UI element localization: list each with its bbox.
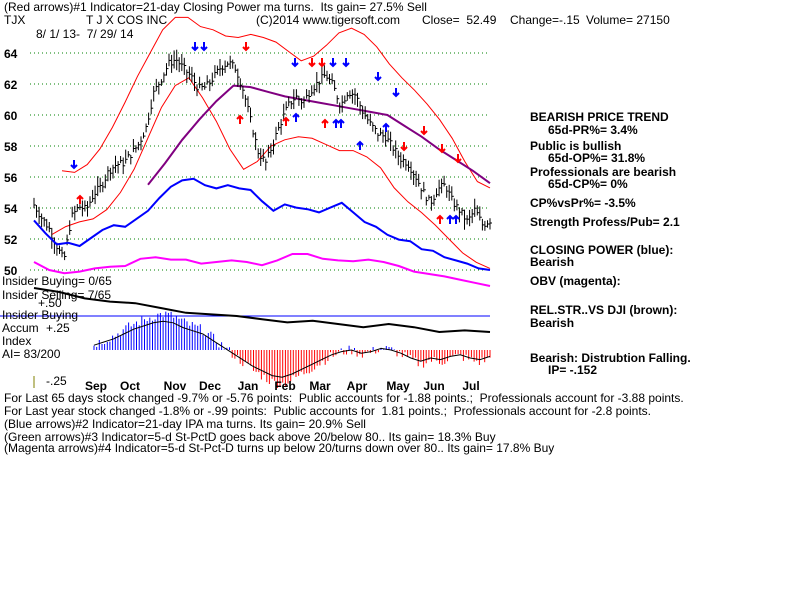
signal-arrow — [329, 58, 337, 68]
signal-arrow — [452, 214, 460, 224]
signal-arrow — [236, 114, 244, 124]
ip-value: IP= -.152 — [548, 363, 598, 377]
signal-arrow — [76, 194, 84, 204]
accum-plus25-label: +.25 — [46, 321, 70, 335]
signal-arrow — [332, 118, 340, 128]
y-tick-label: 56 — [4, 171, 18, 185]
signal-arrow — [436, 214, 444, 224]
signal-arrow — [292, 112, 300, 122]
relstr-state: Bearish — [530, 316, 575, 330]
price-gridlines — [30, 52, 490, 271]
signal-arrow — [282, 116, 290, 126]
signal-arrow — [337, 118, 345, 128]
relstr-label: REL.STR..VS DJI (brown): — [530, 303, 678, 317]
company-name: T J X COS INC — [86, 13, 168, 27]
closing-power-label: CLOSING POWER (blue): — [530, 243, 674, 257]
index-label: Index — [2, 334, 32, 348]
obv-line — [33, 253, 491, 287]
signal-arrow — [191, 42, 199, 52]
signal-arrow — [438, 144, 446, 154]
accum-label: Accum — [2, 321, 39, 335]
x-tick-label: Oct — [120, 379, 140, 393]
cp-vs-pr-value: CP%vsPr%= -3.5% — [530, 196, 636, 210]
y-axis-tick-labels: 64 62 60 58 56 54 52 50 — [4, 47, 18, 278]
signal-arrow — [454, 154, 462, 164]
signal-arrow — [200, 42, 208, 52]
signal-arrow — [342, 58, 350, 68]
ai-value: AI= 83/200 — [2, 347, 61, 361]
accumulation-index-line — [93, 320, 491, 378]
signal-arrow — [242, 42, 250, 52]
y-tick-label: 60 — [4, 109, 18, 123]
y-tick-label: 52 — [4, 233, 18, 247]
obv-label: OBV (magenta): — [530, 274, 621, 288]
distribution-label: Bearish: Distrubtion Falling. — [530, 351, 691, 365]
signal-arrow — [70, 160, 78, 170]
y-tick-label: 62 — [4, 78, 18, 92]
change-value: Change=-.15 — [510, 13, 580, 27]
signal-arrow — [291, 58, 299, 68]
accum-plus50-label: +.50 — [38, 296, 62, 310]
y-tick-label: 64 — [4, 47, 18, 61]
insider-selling-label: Insider Selling= 7/65 — [2, 288, 112, 302]
x-tick-label: Sep — [85, 379, 107, 393]
insider-buying-label-2: Insider Buying — [2, 308, 79, 322]
signal-arrow — [356, 140, 364, 150]
x-tick-label: Feb — [274, 379, 295, 393]
cp-value: 65d-CP%= 0% — [548, 177, 628, 191]
x-tick-label: May — [386, 379, 410, 393]
x-tick-label: Apr — [347, 379, 368, 393]
accum-minus25-label: -.25 — [46, 374, 67, 388]
y-tick-label: 58 — [4, 140, 18, 154]
price-trend-label: BEARISH PRICE TREND — [530, 110, 669, 124]
footer-green-arrows-text: (Green arrows)#3 Indicator=5-d St-PctD g… — [4, 430, 496, 444]
x-tick-label: Jul — [462, 379, 479, 393]
insider-buying-label: Insider Buying= 0/65 — [2, 274, 112, 288]
signal-arrow — [308, 58, 316, 68]
signal-arrows — [70, 42, 462, 224]
x-tick-label: Mar — [309, 379, 331, 393]
signal-arrow — [374, 72, 382, 82]
x-tick-label: Jun — [423, 379, 444, 393]
strength-value: Strength Profess/Pub= 2.1 — [530, 215, 680, 229]
copyright-text: (C)2014 www.tigersoft.com — [256, 13, 401, 27]
signal-arrow — [420, 126, 428, 136]
date-range: 8/ 1/ 13- 7/ 29/ 14 — [36, 27, 134, 41]
x-axis-tick-labels: Sep Oct Nov Dec Jan Feb Mar Apr May Jun Jul — [85, 379, 480, 393]
signal-arrow — [400, 142, 408, 152]
x-tick-label: Jan — [238, 379, 259, 393]
close-value: Close= 52.49 — [422, 13, 497, 27]
upper-band-line — [61, 16, 491, 189]
footer-year-text: For Last year stock changed -1.8% or -.9… — [4, 404, 652, 418]
pros-status: Professionals are bearish — [530, 165, 677, 179]
footer-65day-text: For Last 65 days stock changed -9.7% or … — [4, 391, 684, 405]
signal-arrow — [382, 122, 390, 132]
closing-power-line — [33, 177, 491, 271]
ticker-symbol: TJX — [4, 13, 26, 27]
price-bars — [33, 49, 492, 261]
signal-arrow — [318, 58, 326, 68]
pr-value: 65d-PR%= 3.4% — [548, 123, 638, 137]
x-tick-label: Nov — [164, 379, 187, 393]
footer-blue-arrows-text: (Blue arrows)#2 Indicator=21-day IPA ma … — [4, 417, 366, 431]
signal-arrow — [321, 118, 329, 128]
moving-average-line — [147, 84, 491, 186]
signal-arrow — [392, 88, 400, 98]
signal-arrow — [446, 214, 454, 224]
closing-power-state: Bearish — [530, 255, 575, 269]
public-status: Public is bullish — [530, 139, 622, 153]
volume-value: Volume= 27150 — [586, 13, 670, 27]
x-tick-label: Dec — [199, 379, 221, 393]
y-tick-label: 54 — [4, 202, 18, 216]
relative-strength-line — [33, 287, 491, 334]
op-value: 65d-OP%= 31.8% — [548, 151, 646, 165]
y-tick-label: 50 — [4, 264, 18, 278]
indicator1-text: (Red arrows)#1 Indicator=21-day Closing … — [4, 0, 427, 14]
footer-magenta-arrows-text: (Magenta arrows)#4 Indicator=5-d St-Pct-… — [4, 441, 555, 455]
